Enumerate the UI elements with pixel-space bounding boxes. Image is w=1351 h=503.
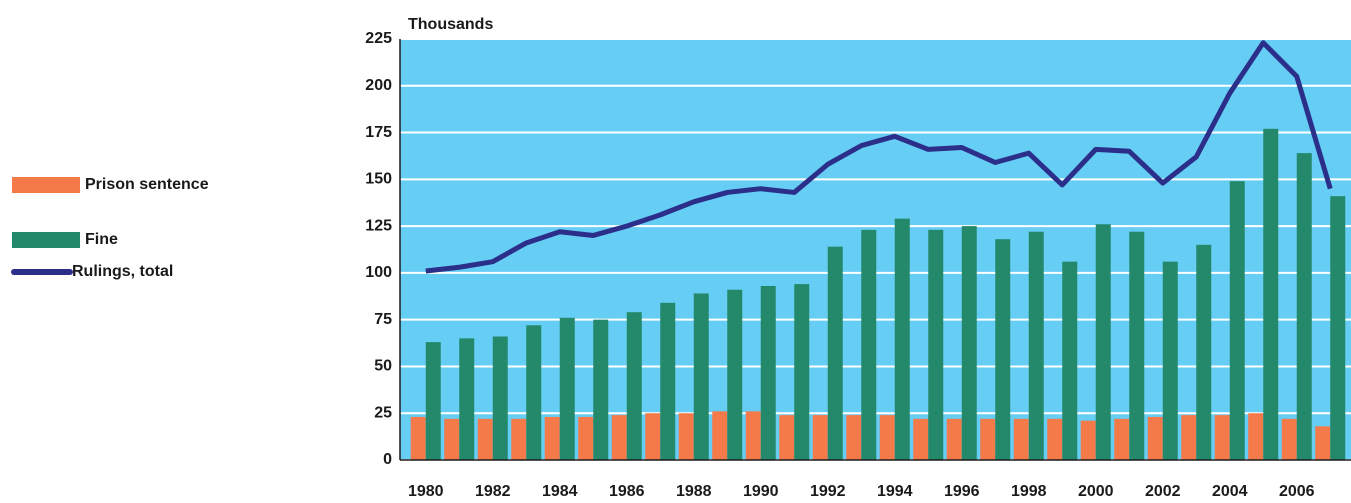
bar xyxy=(827,246,843,460)
bar xyxy=(946,418,962,460)
bar xyxy=(410,416,426,460)
bar xyxy=(928,229,944,460)
y-tick-label: 50 xyxy=(374,358,392,375)
bar xyxy=(660,302,676,460)
legend-label: Prison sentence xyxy=(85,176,209,193)
bar xyxy=(578,416,594,460)
bar xyxy=(1248,413,1264,460)
bar xyxy=(961,226,977,460)
bar xyxy=(745,411,761,460)
y-tick-label: 225 xyxy=(365,30,392,47)
x-tick-label: 1990 xyxy=(743,483,779,500)
bar xyxy=(779,415,795,460)
x-tick-label: 1996 xyxy=(944,483,980,500)
bar xyxy=(812,415,828,460)
bar xyxy=(1062,261,1078,460)
bar xyxy=(611,415,627,460)
bar xyxy=(1229,181,1245,460)
bar xyxy=(492,336,508,460)
y-tick-label: 0 xyxy=(383,451,392,468)
bar xyxy=(444,418,460,460)
bar xyxy=(1080,420,1096,460)
bar xyxy=(1281,418,1297,460)
bar xyxy=(1028,231,1044,460)
bar xyxy=(794,284,810,460)
bar xyxy=(1013,418,1029,460)
x-tick-label: 2002 xyxy=(1145,483,1181,500)
bar xyxy=(626,312,642,460)
line xyxy=(425,40,1333,274)
y-tick-label: 25 xyxy=(374,404,392,421)
x-tick-label: 2006 xyxy=(1279,483,1315,500)
bar xyxy=(1047,418,1063,460)
x-tick-label: 1998 xyxy=(1011,483,1047,500)
x-tick-label: 1988 xyxy=(676,483,712,500)
bar xyxy=(879,415,895,460)
bar xyxy=(913,418,929,460)
bar xyxy=(894,218,910,460)
bar xyxy=(1214,415,1230,460)
x-tick-label: 2000 xyxy=(1078,483,1114,500)
bar xyxy=(1181,415,1197,460)
y-tick-label: 75 xyxy=(374,311,392,328)
bar xyxy=(459,338,475,460)
bar xyxy=(1315,426,1331,460)
bar xyxy=(712,411,728,460)
bar xyxy=(1330,196,1346,460)
bar xyxy=(861,229,877,460)
bar xyxy=(1296,153,1312,461)
x-tick-label: 2004 xyxy=(1212,483,1248,500)
bar xyxy=(1114,418,1130,460)
x-tick-label: 1984 xyxy=(542,483,578,500)
bar xyxy=(593,319,609,460)
x-tick-label: 1992 xyxy=(810,483,846,500)
bar xyxy=(425,342,441,460)
bar xyxy=(511,418,527,460)
legend-swatch xyxy=(12,177,80,193)
x-tick-label: 1986 xyxy=(609,483,645,500)
y-tick-label: 175 xyxy=(365,124,392,141)
bar xyxy=(995,239,1011,460)
bar xyxy=(1147,416,1163,460)
bar xyxy=(678,413,694,460)
y-tick-label: 200 xyxy=(365,77,392,94)
bar xyxy=(980,418,996,460)
bar xyxy=(1129,231,1145,460)
bar xyxy=(693,293,709,460)
bar xyxy=(1263,128,1279,460)
legend-label: Rulings, total xyxy=(72,263,173,280)
bar xyxy=(559,317,575,460)
x-tick-label: 1980 xyxy=(408,483,444,500)
y-tick-label: 125 xyxy=(365,217,392,234)
bar xyxy=(526,325,542,460)
y-tick-label: 100 xyxy=(365,264,392,281)
y-axis-label: Thousands xyxy=(408,16,493,33)
bar xyxy=(760,285,776,460)
bar xyxy=(1095,224,1111,460)
bar xyxy=(645,413,661,460)
legend-swatch xyxy=(12,232,80,248)
bar xyxy=(544,416,560,460)
bar xyxy=(477,418,493,460)
bar xyxy=(727,289,743,460)
x-tick-label: 1982 xyxy=(475,483,511,500)
legend-label: Fine xyxy=(85,231,118,248)
bar xyxy=(846,415,862,460)
y-tick-label: 150 xyxy=(365,171,392,188)
bar xyxy=(1162,261,1178,460)
bar xyxy=(1196,244,1212,460)
x-tick-label: 1994 xyxy=(877,483,913,500)
